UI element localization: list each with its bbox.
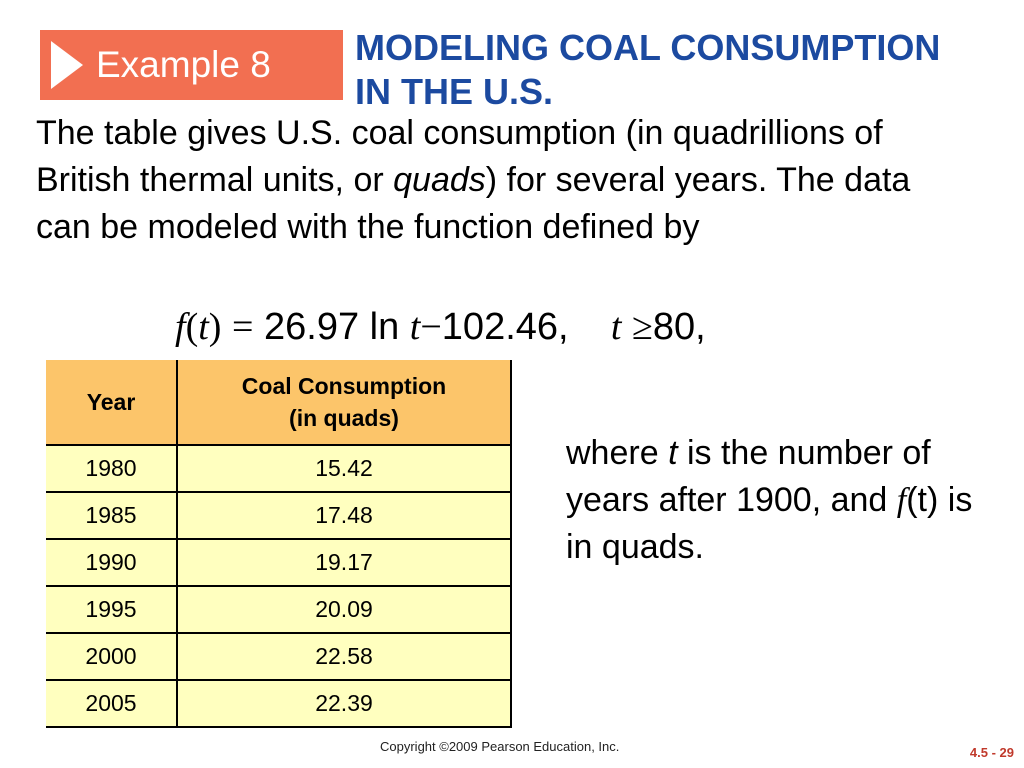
formula-constant: 102.46,: [441, 306, 569, 348]
year-cell: 1980: [46, 445, 178, 492]
example-label: Example 8: [96, 44, 271, 85]
formula-equals: =: [232, 306, 254, 348]
note-t: t: [668, 434, 678, 472]
table-row: 2000 22.58: [46, 633, 511, 680]
intro-italic: quads: [393, 161, 486, 199]
formula-coefficient: 26.97: [264, 306, 360, 348]
quads-cell: 17.48: [315, 502, 373, 528]
formula-minus: −: [420, 306, 442, 348]
example-badge: Example 8: [40, 30, 343, 100]
quads-cell: 22.58: [315, 643, 373, 669]
year-cell: 1995: [46, 586, 178, 633]
formula-t3: t: [610, 306, 622, 348]
formula-ln: ln: [369, 306, 400, 348]
intro-paragraph: The table gives U.S. coal consumption (i…: [36, 110, 926, 251]
table-row: 1980 15.42: [46, 445, 511, 492]
note-rest-2: (t) is in quads.: [566, 481, 973, 566]
slide-number: 4.5 - 29: [969, 745, 1014, 760]
formula-bound: 80,: [652, 306, 706, 348]
note-rest-1: is the number of years after 1900, and: [566, 434, 931, 519]
model-formula: f(t) = 26.97 ln t−102.46, t ≥80,: [175, 302, 706, 352]
header-coal-consumption: Coal Consumption (in quads): [177, 360, 511, 445]
title-line-1: MODELING COAL CONSUMPTION: [355, 27, 941, 68]
copyright-notice: Copyright ©2009 Pearson Education, Inc.: [380, 739, 620, 754]
note-f: f: [896, 482, 907, 519]
year-cell: 1985: [46, 492, 178, 539]
variable-note: where t is the number of years after 190…: [566, 430, 986, 571]
table-header-row: Year Coal Consumption (in quads): [46, 360, 511, 445]
formula-t2: t: [409, 306, 421, 348]
quads-cell: 20.09: [315, 596, 373, 622]
title-line-2: IN THE U.S.: [355, 71, 554, 112]
header-coal-line-2: (in quads): [289, 405, 399, 431]
slide-title: MODELING COAL CONSUMPTION IN THE U.S.: [355, 26, 1015, 114]
header-coal-line-1: Coal Consumption: [241, 373, 447, 399]
year-cell: 2005: [46, 680, 178, 727]
year-cell: 2000: [46, 633, 178, 680]
formula-f: f: [175, 306, 186, 348]
play-arrow-icon: [51, 41, 83, 89]
formula-t: t: [198, 306, 209, 348]
table-row: 1995 20.09: [46, 586, 511, 633]
formula-geq: ≥: [631, 306, 653, 348]
intro-text-1: The table gives U.S. coal consumption (i…: [36, 114, 883, 199]
header-year: Year: [46, 360, 178, 445]
table-row: 2005 22.39: [46, 680, 511, 727]
year-cell: 1990: [46, 539, 178, 586]
intro-text-2: ) for several years. The data can be mod…: [36, 161, 911, 246]
formula-close-paren: ): [208, 306, 222, 348]
table-row: 1985 17.48: [46, 492, 511, 539]
quads-cell: 15.42: [315, 455, 373, 481]
quads-cell: 19.17: [315, 549, 373, 575]
formula-open-paren: (: [185, 306, 199, 348]
note-where: where: [566, 434, 669, 472]
coal-consumption-table: Year Coal Consumption (in quads) 1980 15.…: [46, 360, 512, 728]
table-row: 1990 19.17: [46, 539, 511, 586]
quads-cell: 22.39: [315, 690, 373, 716]
